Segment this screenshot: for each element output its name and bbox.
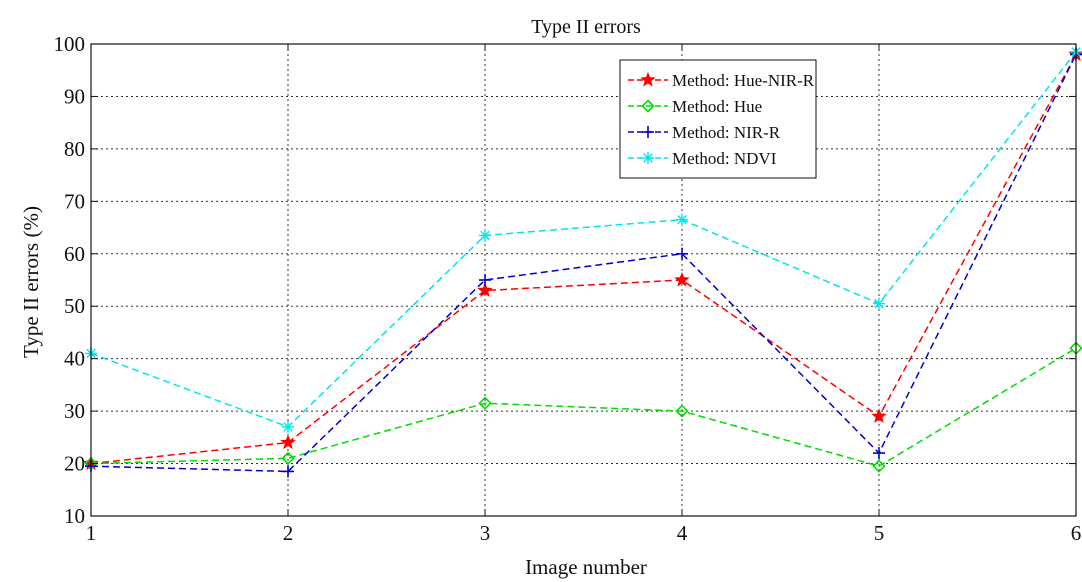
series-4-point-2 bbox=[282, 420, 294, 433]
y-axis-label: Type II errors (%) bbox=[19, 206, 43, 358]
x-tick-label: 3 bbox=[480, 521, 491, 545]
series-4-point-5 bbox=[873, 297, 885, 310]
diamond-marker bbox=[641, 99, 655, 113]
x-tick-label: 1 bbox=[86, 521, 97, 545]
chart-title: Type II errors bbox=[531, 16, 641, 38]
series-4-point-3 bbox=[479, 229, 491, 242]
y-tick-label: 30 bbox=[64, 399, 85, 423]
y-tick-label: 90 bbox=[64, 84, 85, 108]
asterisk-marker-ray bbox=[283, 422, 293, 432]
y-tick-label: 20 bbox=[64, 452, 85, 476]
legend-label-2: Method: Hue bbox=[672, 97, 762, 116]
series-3-point-4 bbox=[676, 247, 688, 260]
x-tick-label: 4 bbox=[677, 521, 688, 545]
legend-marker-2 bbox=[641, 99, 655, 113]
y-tick-label: 40 bbox=[64, 347, 85, 371]
series-1-point-3 bbox=[477, 282, 493, 298]
x-tick-label: 5 bbox=[874, 521, 885, 545]
series-line-2 bbox=[90, 347, 1077, 467]
tick-labels: 1 2 3 4 5 6 10 20 30 40 50 60 70 80 90 100 bbox=[54, 32, 1082, 545]
x-tick-label: 2 bbox=[283, 521, 294, 545]
series-4-point-4 bbox=[676, 213, 688, 226]
diamond-marker bbox=[872, 459, 886, 473]
star-marker bbox=[477, 282, 493, 298]
series-2-point-5 bbox=[872, 459, 886, 473]
star-marker bbox=[674, 271, 690, 287]
asterisk-marker-ray bbox=[643, 153, 653, 163]
series-line-1 bbox=[90, 54, 1077, 465]
legend-marker-3 bbox=[642, 126, 654, 138]
y-tick-label: 70 bbox=[64, 189, 85, 213]
series-3-point-3 bbox=[479, 274, 491, 286]
y-tick-label: 100 bbox=[54, 32, 86, 56]
series-2-point-4 bbox=[675, 404, 689, 418]
y-tick-label: 60 bbox=[64, 242, 85, 266]
asterisk-marker-ray bbox=[480, 230, 490, 241]
legend-label-4: Method: NDVI bbox=[672, 149, 777, 168]
y-tick-label: 10 bbox=[64, 504, 85, 528]
asterisk-marker-ray bbox=[874, 298, 884, 309]
series-layer bbox=[83, 45, 1082, 478]
diamond-marker bbox=[478, 396, 492, 410]
star-marker bbox=[280, 434, 296, 450]
series-1-point-5 bbox=[871, 408, 887, 423]
legend: Method: Hue-NIR-R Method: Hue Method: NIR-… bbox=[619, 59, 817, 179]
diamond-marker bbox=[281, 451, 295, 465]
series-line-3 bbox=[90, 54, 1077, 473]
x-tick-label: 6 bbox=[1071, 521, 1082, 545]
legend-label-3: Method: NIR-R bbox=[672, 123, 781, 142]
diamond-marker bbox=[675, 404, 689, 418]
series-1-point-2 bbox=[280, 434, 296, 450]
series-1-point-4 bbox=[674, 271, 690, 287]
asterisk-marker-ray bbox=[677, 214, 687, 225]
y-tick-label: 50 bbox=[64, 294, 85, 318]
star-marker bbox=[640, 71, 656, 87]
series-line-4 bbox=[90, 51, 1077, 428]
series-2-point-3 bbox=[478, 396, 492, 410]
legend-marker-4 bbox=[642, 152, 654, 164]
grid-lines bbox=[91, 44, 1076, 516]
plot-frame bbox=[90, 43, 1077, 517]
y-tick-label: 80 bbox=[64, 137, 85, 161]
star-marker bbox=[871, 408, 887, 423]
legend-marker-1 bbox=[640, 71, 656, 87]
legend-label-1: Method: Hue-NIR-R bbox=[672, 71, 815, 90]
series-2-point-2 bbox=[281, 451, 295, 465]
series-3-point-2 bbox=[282, 465, 294, 478]
x-axis-label: Image number bbox=[525, 555, 647, 579]
series-3-point-5 bbox=[873, 447, 885, 460]
